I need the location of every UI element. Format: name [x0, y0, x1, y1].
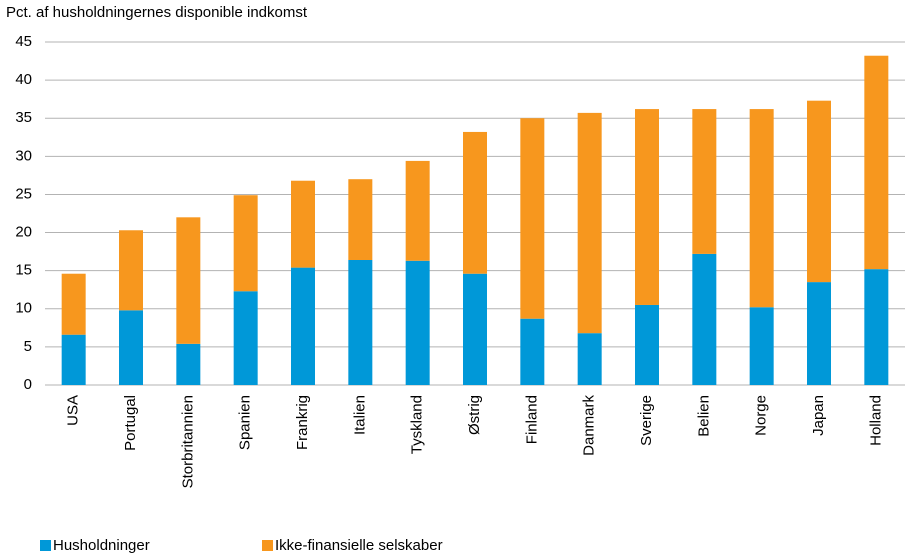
y-tick-label: 30 — [15, 147, 32, 164]
y-tick-label: 20 — [15, 224, 32, 241]
bar-segment — [807, 100, 831, 283]
y-tick-label: 45 — [15, 33, 32, 50]
legend-label: Ikke-finansielle selskaber — [275, 537, 443, 554]
bar-segment — [233, 291, 258, 385]
bar-segment — [577, 333, 602, 385]
x-tick-label: Frankrig — [294, 395, 311, 450]
x-tick-label: Tyskland — [409, 395, 426, 454]
bar-segment — [749, 307, 774, 385]
x-tick-label: Spanien — [237, 395, 254, 450]
bar-segment — [864, 269, 889, 385]
x-tick-label: Holland — [867, 395, 884, 446]
y-tick-label: 40 — [15, 71, 32, 88]
legend-label: Husholdninger — [53, 537, 150, 554]
legend-swatch — [262, 540, 273, 551]
bar-segment — [635, 304, 659, 385]
bar-segment — [291, 267, 315, 385]
x-tick-label: Finland — [523, 395, 540, 444]
x-tick-label: Italien — [351, 395, 368, 435]
bar-segment — [233, 195, 258, 292]
chart-title: Pct. af husholdningernes disponible indk… — [6, 4, 308, 21]
bar-segment — [864, 55, 889, 270]
bar-segment — [520, 118, 545, 319]
bar-segment — [119, 230, 143, 311]
x-tick-label: Belien — [695, 395, 712, 437]
bar-segment — [807, 282, 831, 385]
bar-segment — [291, 180, 315, 268]
bar-segment — [463, 131, 487, 274]
x-tick-label: Norge — [753, 395, 770, 436]
y-tick-label: 5 — [24, 338, 32, 355]
bar-segment — [119, 310, 143, 385]
y-tick-label: 10 — [15, 300, 32, 317]
x-tick-label: Østrig — [466, 395, 483, 435]
bar-segment — [348, 259, 373, 385]
y-tick-label: 0 — [24, 376, 32, 393]
bar-segment — [520, 318, 545, 385]
bar-segment — [577, 112, 602, 334]
bar-segment — [61, 334, 86, 385]
bar-segment — [405, 260, 430, 385]
bar-segment — [348, 179, 373, 260]
x-tick-label: Danmark — [581, 395, 598, 456]
bar-segment — [692, 253, 717, 385]
x-tick-label: Japan — [810, 395, 827, 436]
bar-segment — [176, 217, 201, 344]
bar-segment — [176, 343, 201, 385]
y-tick-label: 35 — [15, 109, 32, 126]
y-tick-label: 15 — [15, 262, 32, 279]
y-tick-label: 25 — [15, 185, 32, 202]
x-tick-label: USA — [65, 395, 82, 426]
x-tick-label: Sverige — [638, 395, 655, 446]
bar-segment — [635, 109, 659, 305]
x-tick-label: Storbritannien — [179, 395, 196, 488]
bar-segment — [61, 273, 86, 335]
bar-segment — [463, 273, 487, 385]
bar-segment — [749, 109, 774, 308]
legend-swatch — [40, 540, 51, 551]
bar-segment — [405, 160, 430, 261]
x-tick-label: Portugal — [122, 395, 139, 451]
bar-segment — [692, 109, 717, 254]
